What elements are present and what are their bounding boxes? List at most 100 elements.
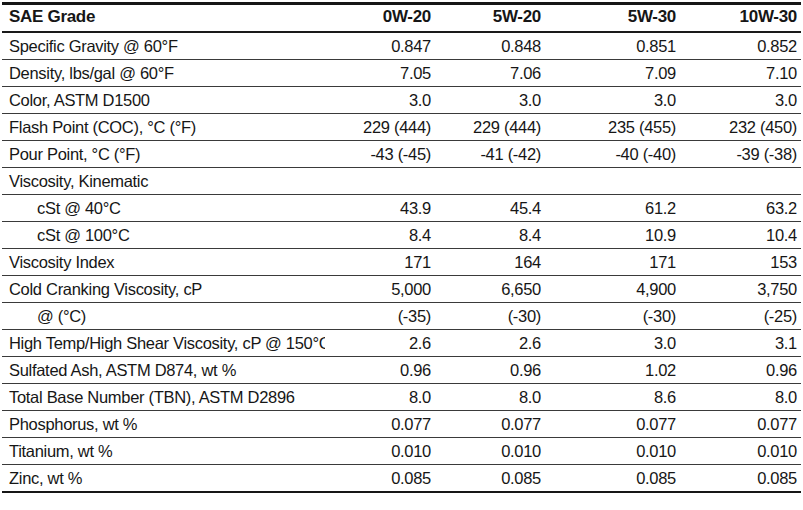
cell-value: 0.96 xyxy=(435,357,545,384)
row-label: Zinc, wt % xyxy=(2,465,325,493)
row-label: Viscosity, Kinematic xyxy=(2,168,325,195)
cell-value: 0.085 xyxy=(435,465,545,493)
cell-value: -43 (-45) xyxy=(325,141,435,168)
cell-value: 8.4 xyxy=(435,222,545,249)
row-label: Phosphorus, wt % xyxy=(2,411,325,438)
cell-value: 0.077 xyxy=(435,411,545,438)
row-label: High Temp/High Shear Viscosity, cP @ 150… xyxy=(2,330,325,357)
cell-value: 3.0 xyxy=(545,87,680,114)
row-label: cSt @ 40°C xyxy=(2,195,325,222)
cell-value: 235 (455) xyxy=(545,114,680,141)
row-label: Density, lbs/gal @ 60°F xyxy=(2,60,325,87)
cell-value: 7.10 xyxy=(680,60,801,87)
cell-value: 3.1 xyxy=(680,330,801,357)
cell-value: 8.0 xyxy=(680,384,801,411)
cell-value: 3,750 xyxy=(680,276,801,303)
table-row: High Temp/High Shear Viscosity, cP @ 150… xyxy=(2,330,801,357)
row-label: @ (°C) xyxy=(2,303,325,330)
cell-value: 171 xyxy=(325,249,435,276)
cell-value: 0.077 xyxy=(680,411,801,438)
row-label: Viscosity Index xyxy=(2,249,325,276)
cell-value: 229 (444) xyxy=(435,114,545,141)
table-row: Viscosity, Kinematic xyxy=(2,168,801,195)
cell-value: 232 (450) xyxy=(680,114,801,141)
cell-value: 3.0 xyxy=(325,87,435,114)
table-row: Phosphorus, wt %0.0770.0770.0770.077 xyxy=(2,411,801,438)
row-label: cSt @ 100°C xyxy=(2,222,325,249)
cell-value: 8.0 xyxy=(325,384,435,411)
cell-value: 0.848 xyxy=(435,32,545,60)
cell-value: 2.6 xyxy=(435,330,545,357)
cell-value xyxy=(435,168,545,195)
cell-value: 8.4 xyxy=(325,222,435,249)
table-row: Sulfated Ash, ASTM D874, wt %0.960.961.0… xyxy=(2,357,801,384)
cell-value: 0.010 xyxy=(545,438,680,465)
cell-value xyxy=(545,168,680,195)
cell-value: 10.4 xyxy=(680,222,801,249)
cell-value: 61.2 xyxy=(545,195,680,222)
table-body: Specific Gravity @ 60°F0.8470.8480.8510.… xyxy=(2,32,801,492)
cell-value: 0.077 xyxy=(325,411,435,438)
header-sae-grade: SAE Grade xyxy=(2,5,325,32)
table-row: Specific Gravity @ 60°F0.8470.8480.8510.… xyxy=(2,32,801,60)
cell-value xyxy=(325,168,435,195)
cell-value: 7.06 xyxy=(435,60,545,87)
header-col-10w-30: 10W-30 xyxy=(680,5,801,32)
cell-value: 164 xyxy=(435,249,545,276)
cell-value: 0.96 xyxy=(680,357,801,384)
table-row: Zinc, wt %0.0850.0850.0850.085 xyxy=(2,465,801,493)
cell-value: 229 (444) xyxy=(325,114,435,141)
cell-value: 3.0 xyxy=(545,330,680,357)
row-label: Pour Point, °C (°F) xyxy=(2,141,325,168)
cell-value: 0.085 xyxy=(325,465,435,493)
cell-value: 0.010 xyxy=(435,438,545,465)
spec-sheet-page: SAE Grade 0W-20 5W-20 5W-30 10W-30 Speci… xyxy=(0,0,803,510)
table-row: Cold Cranking Viscosity, cP5,0006,6504,9… xyxy=(2,276,801,303)
cell-value: 7.09 xyxy=(545,60,680,87)
row-label: Color, ASTM D1500 xyxy=(2,87,325,114)
cell-value: (-30) xyxy=(545,303,680,330)
row-label: Flash Point (COC), °C (°F) xyxy=(2,114,325,141)
row-label: Sulfated Ash, ASTM D874, wt % xyxy=(2,357,325,384)
table-header: SAE Grade 0W-20 5W-20 5W-30 10W-30 xyxy=(2,5,801,32)
row-label: Cold Cranking Viscosity, cP xyxy=(2,276,325,303)
typical-properties-table: SAE Grade 0W-20 5W-20 5W-30 10W-30 Speci… xyxy=(2,5,801,493)
cell-value: 0.077 xyxy=(545,411,680,438)
cell-value: 0.010 xyxy=(325,438,435,465)
cell-value: 0.852 xyxy=(680,32,801,60)
cell-value: 8.0 xyxy=(435,384,545,411)
table-row: cSt @ 40°C43.945.461.263.2 xyxy=(2,195,801,222)
cell-value: 3.0 xyxy=(680,87,801,114)
cell-value: 7.05 xyxy=(325,60,435,87)
cell-value: 3.0 xyxy=(435,87,545,114)
cell-value: 171 xyxy=(545,249,680,276)
cell-value: 45.4 xyxy=(435,195,545,222)
table-row: Flash Point (COC), °C (°F)229 (444)229 (… xyxy=(2,114,801,141)
table-row: @ (°C)(-35)(-30)(-30)(-25) xyxy=(2,303,801,330)
cell-value: 0.96 xyxy=(325,357,435,384)
cell-value: 6,650 xyxy=(435,276,545,303)
cell-value: 0.085 xyxy=(545,465,680,493)
cell-value xyxy=(680,168,801,195)
cell-value: 8.6 xyxy=(545,384,680,411)
header-row: SAE Grade 0W-20 5W-20 5W-30 10W-30 xyxy=(2,5,801,32)
table-row: Pour Point, °C (°F)-43 (-45)-41 (-42)-40… xyxy=(2,141,801,168)
cell-value: 43.9 xyxy=(325,195,435,222)
cell-value: 153 xyxy=(680,249,801,276)
header-col-5w-30: 5W-30 xyxy=(545,5,680,32)
cell-value: 0.851 xyxy=(545,32,680,60)
cell-value: 63.2 xyxy=(680,195,801,222)
table-row: Color, ASTM D15003.03.03.03.0 xyxy=(2,87,801,114)
cell-value: -40 (-40) xyxy=(545,141,680,168)
cell-value: (-25) xyxy=(680,303,801,330)
cell-value: 1.02 xyxy=(545,357,680,384)
table-row: cSt @ 100°C8.48.410.910.4 xyxy=(2,222,801,249)
cell-value: 10.9 xyxy=(545,222,680,249)
cell-value: -41 (-42) xyxy=(435,141,545,168)
row-label: Titanium, wt % xyxy=(2,438,325,465)
table-row: Total Base Number (TBN), ASTM D28968.08.… xyxy=(2,384,801,411)
table-row: Viscosity Index171164171153 xyxy=(2,249,801,276)
cell-value: 0.847 xyxy=(325,32,435,60)
cell-value: (-30) xyxy=(435,303,545,330)
row-label: Specific Gravity @ 60°F xyxy=(2,32,325,60)
